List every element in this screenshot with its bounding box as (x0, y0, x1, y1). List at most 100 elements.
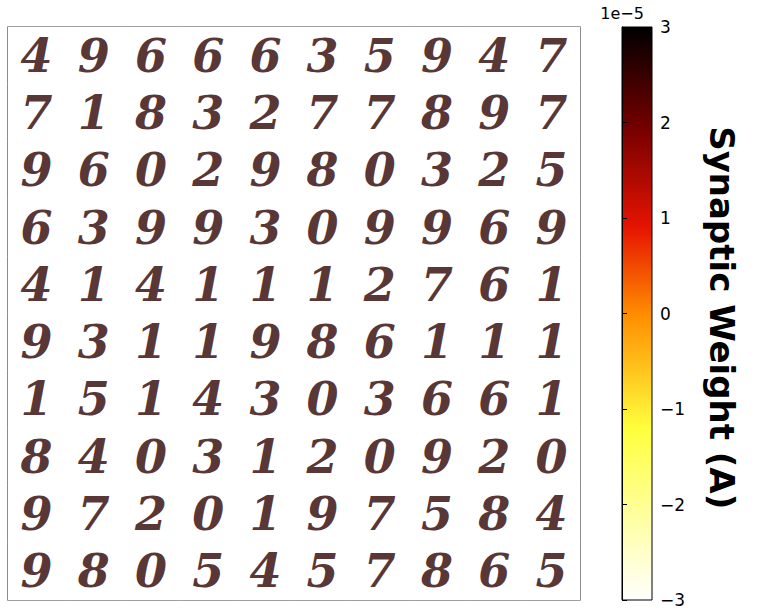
svg-text:0: 0 (135, 544, 167, 598)
svg-text:6: 6 (249, 29, 281, 83)
svg-text:9: 9 (364, 201, 396, 255)
svg-text:1: 1 (478, 315, 510, 369)
svg-text:2: 2 (477, 430, 510, 484)
svg-text:7: 7 (364, 487, 396, 541)
svg-text:7: 7 (364, 86, 396, 140)
svg-text:9: 9 (21, 487, 53, 541)
svg-text:5: 5 (535, 143, 567, 197)
svg-text:5: 5 (307, 544, 339, 598)
svg-text:0: 0 (307, 372, 339, 426)
svg-text:6: 6 (135, 29, 167, 83)
svg-text:2: 2 (248, 86, 281, 140)
svg-text:3: 3 (78, 315, 110, 369)
svg-text:1: 1 (78, 258, 110, 312)
svg-text:0: 0 (192, 487, 224, 541)
svg-text:9: 9 (135, 201, 167, 255)
svg-text:9: 9 (78, 29, 110, 83)
svg-text:3: 3 (364, 372, 396, 426)
svg-text:1e−5: 1e−5 (600, 4, 644, 23)
svg-text:8: 8 (306, 315, 339, 369)
svg-text:3: 3 (78, 201, 110, 255)
svg-text:4: 4 (21, 258, 53, 312)
svg-text:6: 6 (478, 372, 510, 426)
svg-text:2: 2 (191, 143, 224, 197)
svg-text:2: 2 (477, 143, 510, 197)
svg-text:4: 4 (249, 544, 281, 598)
svg-text:0: 0 (135, 430, 167, 484)
svg-text:6: 6 (478, 258, 510, 312)
svg-text:1: 1 (249, 487, 281, 541)
svg-text:8: 8 (420, 544, 453, 598)
svg-text:4: 4 (478, 29, 510, 83)
svg-text:1: 1 (78, 86, 110, 140)
svg-text:6: 6 (478, 201, 510, 255)
svg-text:7: 7 (307, 86, 339, 140)
svg-text:8: 8 (20, 430, 53, 484)
svg-text:9: 9 (421, 201, 453, 255)
svg-text:2: 2 (363, 258, 396, 312)
svg-text:4: 4 (78, 430, 110, 484)
svg-text:6: 6 (421, 372, 453, 426)
svg-text:5: 5 (192, 544, 224, 598)
svg-text:8: 8 (77, 544, 110, 598)
svg-text:8: 8 (477, 487, 510, 541)
svg-text:9: 9 (421, 29, 453, 83)
svg-text:3: 3 (307, 29, 339, 83)
svg-text:1: 1 (21, 372, 53, 426)
svg-text:−3: −3 (660, 590, 685, 610)
svg-text:−2: −2 (660, 495, 685, 515)
svg-text:4: 4 (21, 29, 53, 83)
svg-text:0: 0 (660, 304, 671, 324)
svg-text:6: 6 (192, 29, 224, 83)
svg-text:8: 8 (134, 86, 167, 140)
svg-text:1: 1 (192, 315, 224, 369)
svg-text:0: 0 (535, 430, 567, 484)
svg-text:7: 7 (364, 544, 396, 598)
svg-text:8: 8 (420, 86, 453, 140)
svg-text:3: 3 (192, 430, 224, 484)
svg-text:9: 9 (249, 143, 281, 197)
svg-text:7: 7 (535, 86, 567, 140)
svg-text:7: 7 (421, 258, 453, 312)
svg-text:9: 9 (421, 430, 453, 484)
svg-text:5: 5 (78, 372, 110, 426)
svg-text:1: 1 (192, 258, 224, 312)
svg-text:2: 2 (134, 487, 167, 541)
svg-text:3: 3 (249, 201, 281, 255)
svg-text:1: 1 (535, 372, 567, 426)
svg-text:1: 1 (535, 258, 567, 312)
svg-text:1: 1 (421, 315, 453, 369)
svg-text:9: 9 (478, 86, 510, 140)
svg-text:0: 0 (307, 201, 339, 255)
svg-text:5: 5 (421, 487, 453, 541)
svg-text:−1: −1 (660, 399, 685, 419)
svg-text:9: 9 (249, 315, 281, 369)
svg-text:Synaptic Weight (A): Synaptic Weight (A) (702, 126, 742, 509)
svg-text:1: 1 (249, 430, 281, 484)
svg-text:3: 3 (421, 143, 453, 197)
svg-text:0: 0 (364, 430, 396, 484)
svg-text:7: 7 (21, 86, 53, 140)
svg-text:1: 1 (249, 258, 281, 312)
svg-text:1: 1 (535, 315, 567, 369)
svg-text:4: 4 (535, 487, 567, 541)
svg-text:2: 2 (660, 113, 671, 133)
svg-text:0: 0 (135, 143, 167, 197)
svg-text:9: 9 (21, 143, 53, 197)
svg-text:1: 1 (307, 258, 339, 312)
svg-text:3: 3 (660, 17, 671, 37)
svg-text:9: 9 (192, 201, 224, 255)
svg-text:9: 9 (535, 201, 567, 255)
svg-text:4: 4 (192, 372, 224, 426)
svg-text:3: 3 (192, 86, 224, 140)
svg-text:8: 8 (306, 143, 339, 197)
svg-text:6: 6 (478, 544, 510, 598)
svg-text:1: 1 (135, 372, 167, 426)
svg-text:9: 9 (21, 544, 53, 598)
svg-text:9: 9 (307, 487, 339, 541)
svg-text:7: 7 (78, 487, 110, 541)
svg-text:3: 3 (249, 372, 281, 426)
svg-text:4: 4 (135, 258, 167, 312)
svg-text:6: 6 (78, 143, 110, 197)
svg-text:7: 7 (535, 29, 567, 83)
